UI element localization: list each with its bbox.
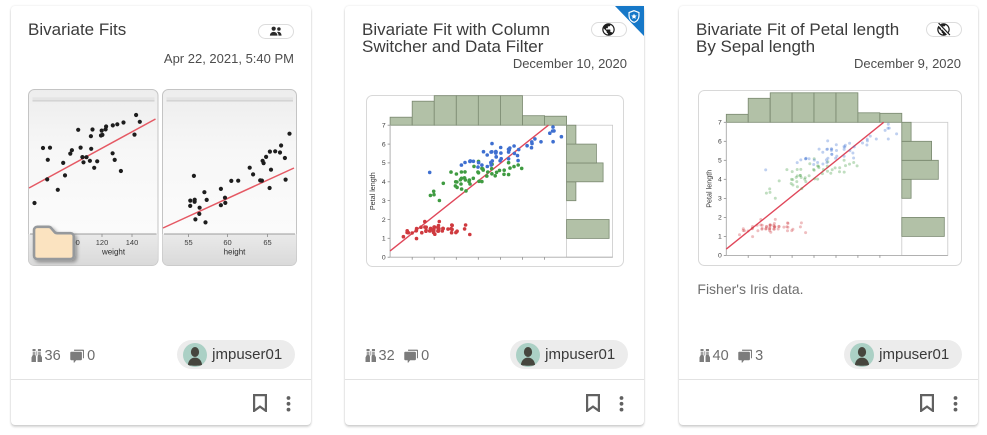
svg-text:4: 4: [382, 179, 386, 186]
svg-text:Petal length: Petal length: [368, 172, 377, 210]
svg-text:2: 2: [382, 217, 386, 224]
svg-text:7: 7: [382, 122, 386, 129]
svg-text:2: 2: [718, 215, 722, 222]
svg-text:3: 3: [718, 196, 722, 203]
svg-text:5: 5: [718, 158, 722, 165]
svg-text:3: 3: [382, 198, 386, 205]
svg-text:1: 1: [382, 235, 386, 242]
svg-text:1: 1: [718, 234, 722, 241]
svg-text:140: 140: [126, 238, 139, 247]
svg-text:0: 0: [382, 254, 386, 261]
svg-text:55: 55: [184, 238, 192, 247]
svg-text:65: 65: [263, 238, 271, 247]
svg-text:height: height: [223, 248, 246, 257]
svg-text:0: 0: [718, 253, 722, 260]
svg-text:6: 6: [382, 141, 386, 148]
svg-text:5: 5: [382, 160, 386, 167]
svg-text:120: 120: [96, 238, 109, 247]
svg-text:60: 60: [223, 238, 231, 247]
svg-text:6: 6: [718, 139, 722, 146]
svg-text:7: 7: [718, 120, 722, 127]
svg-text:Petal length: Petal length: [704, 170, 713, 208]
svg-text:weight: weight: [101, 248, 126, 257]
svg-text:4: 4: [718, 177, 722, 184]
